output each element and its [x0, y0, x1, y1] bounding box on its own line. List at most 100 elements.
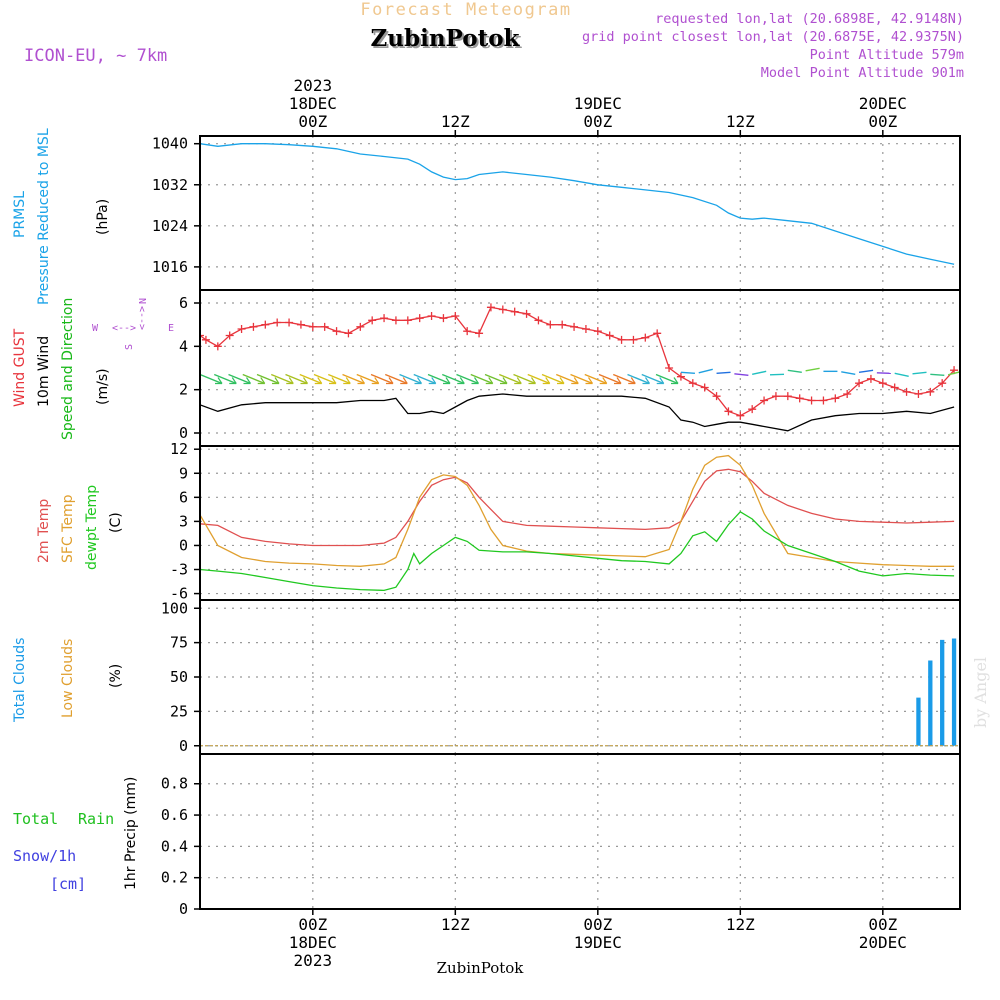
wind-arrow [513, 373, 536, 385]
gust-marker [748, 405, 757, 414]
precip-snow-label: Snow/1h [13, 847, 76, 865]
wind-arrow [655, 373, 679, 385]
wind-arrowhead [357, 377, 365, 385]
wind-arrowhead [656, 377, 665, 385]
y-tick-label: 4 [179, 337, 188, 355]
wind-arrow [213, 373, 237, 385]
y-tick-label: 0 [179, 900, 188, 918]
gust-marker [261, 320, 270, 329]
bottom-time-label: 00Z [583, 915, 612, 934]
wind-arrow [256, 373, 280, 385]
compass-n: N [136, 298, 147, 304]
wind-arrow [894, 372, 909, 378]
series-line [200, 143, 955, 265]
top-time-label: 19DEC [574, 94, 622, 113]
y-tick-label: 3 [179, 512, 188, 530]
wind-panel: 0 2 4 6 [179, 289, 961, 447]
precip-unit: 1hr Precip (mm) [123, 777, 139, 890]
watermark: by Angel [971, 657, 990, 728]
gust-marker [700, 383, 709, 392]
wind-arrow [484, 373, 508, 385]
gust-marker [522, 309, 531, 318]
gust-marker [308, 322, 317, 331]
plot-area [200, 638, 960, 747]
gust-marker [665, 364, 674, 372]
wind-arrowhead [272, 377, 280, 385]
gust-marker [273, 318, 282, 327]
wind-arrow [342, 373, 365, 385]
panel-frame [199, 445, 961, 601]
wind-arrow [498, 373, 522, 385]
y-tick-label: 1040 [152, 135, 188, 153]
pressure-labels: PRMSL Pressure Reduced to MSL (hPa) [12, 128, 111, 305]
cloud-bar [928, 660, 933, 746]
series-line [200, 468, 955, 547]
gust-marker [546, 320, 555, 329]
pressure-unit: (hPa) [95, 199, 111, 235]
wind-arrow [858, 369, 874, 374]
wind-arrow [470, 373, 494, 385]
series-line [200, 510, 955, 592]
gust-marker [914, 390, 923, 398]
gust-marker [570, 322, 579, 331]
gust-marker [831, 394, 840, 403]
wind-arrowhead [457, 377, 465, 385]
wind-arrow [299, 373, 323, 385]
wind-arrowhead [514, 377, 522, 385]
model-altitude: Model Point Altitude 901m [761, 65, 964, 81]
y-tick-label: 9 [179, 464, 188, 482]
wind-arrow [555, 373, 579, 385]
wind-gust-label: Wind GUST [12, 328, 28, 407]
gust-marker [878, 379, 887, 388]
gust-marker [855, 379, 864, 388]
gust-marker [724, 407, 733, 416]
wind-arrow [285, 373, 308, 385]
wind-arrowhead [528, 377, 536, 385]
y-tick-label: 0.8 [161, 775, 188, 793]
gust-marker [403, 316, 412, 325]
gust-marker [736, 411, 745, 420]
forecast-title: Forecast Meteogram [360, 0, 571, 20]
y-tick-label: 0.2 [161, 869, 188, 887]
wind-arrow [270, 373, 294, 385]
y-tick-label: 0.4 [161, 837, 188, 855]
wind-arrowhead [428, 377, 437, 385]
gust-marker [807, 396, 816, 405]
wind-arrowhead [500, 377, 508, 385]
cloud-bar [940, 639, 945, 746]
y-tick-label: 75 [170, 634, 188, 652]
y-tick-label: 25 [170, 702, 188, 720]
gust-marker [771, 392, 780, 401]
top-time-label: 00Z [868, 112, 897, 131]
y-tick-label: 1016 [152, 258, 188, 276]
wind-10m-label: 10m Wind [36, 336, 52, 407]
wind-arrow [627, 373, 650, 385]
point-altitude: Point Altitude 579m [810, 47, 964, 63]
pressure-panel: 1016 1024 1032 1040 [152, 135, 961, 291]
gust-marker [593, 327, 602, 336]
gust-marker [285, 318, 294, 327]
gust-marker [676, 372, 685, 381]
wind-arrowhead [642, 377, 650, 385]
wind-arrowhead [542, 377, 551, 385]
gust-marker [605, 331, 614, 340]
gust-marker [368, 316, 377, 325]
gust-marker [843, 390, 852, 398]
wind-arrowhead [215, 377, 223, 385]
station-title-shadow: ZubinPotok [373, 27, 523, 54]
wind-arrowhead [329, 377, 337, 385]
wind-arrow [527, 373, 551, 385]
y-tick-label: -3 [170, 561, 188, 579]
wind-arrow [384, 373, 408, 385]
gust-marker [296, 320, 305, 329]
panel-frame [199, 289, 961, 447]
wind-arrow [399, 373, 422, 385]
wind-arrowhead [571, 377, 579, 385]
wind-arrowhead [229, 377, 237, 385]
gust-marker [225, 331, 234, 340]
wind-arrow [313, 373, 337, 385]
temp-dewpt-label: dewpt Temp [84, 485, 100, 570]
gust-marker [712, 392, 721, 401]
y-tick-label: 0 [179, 737, 188, 755]
